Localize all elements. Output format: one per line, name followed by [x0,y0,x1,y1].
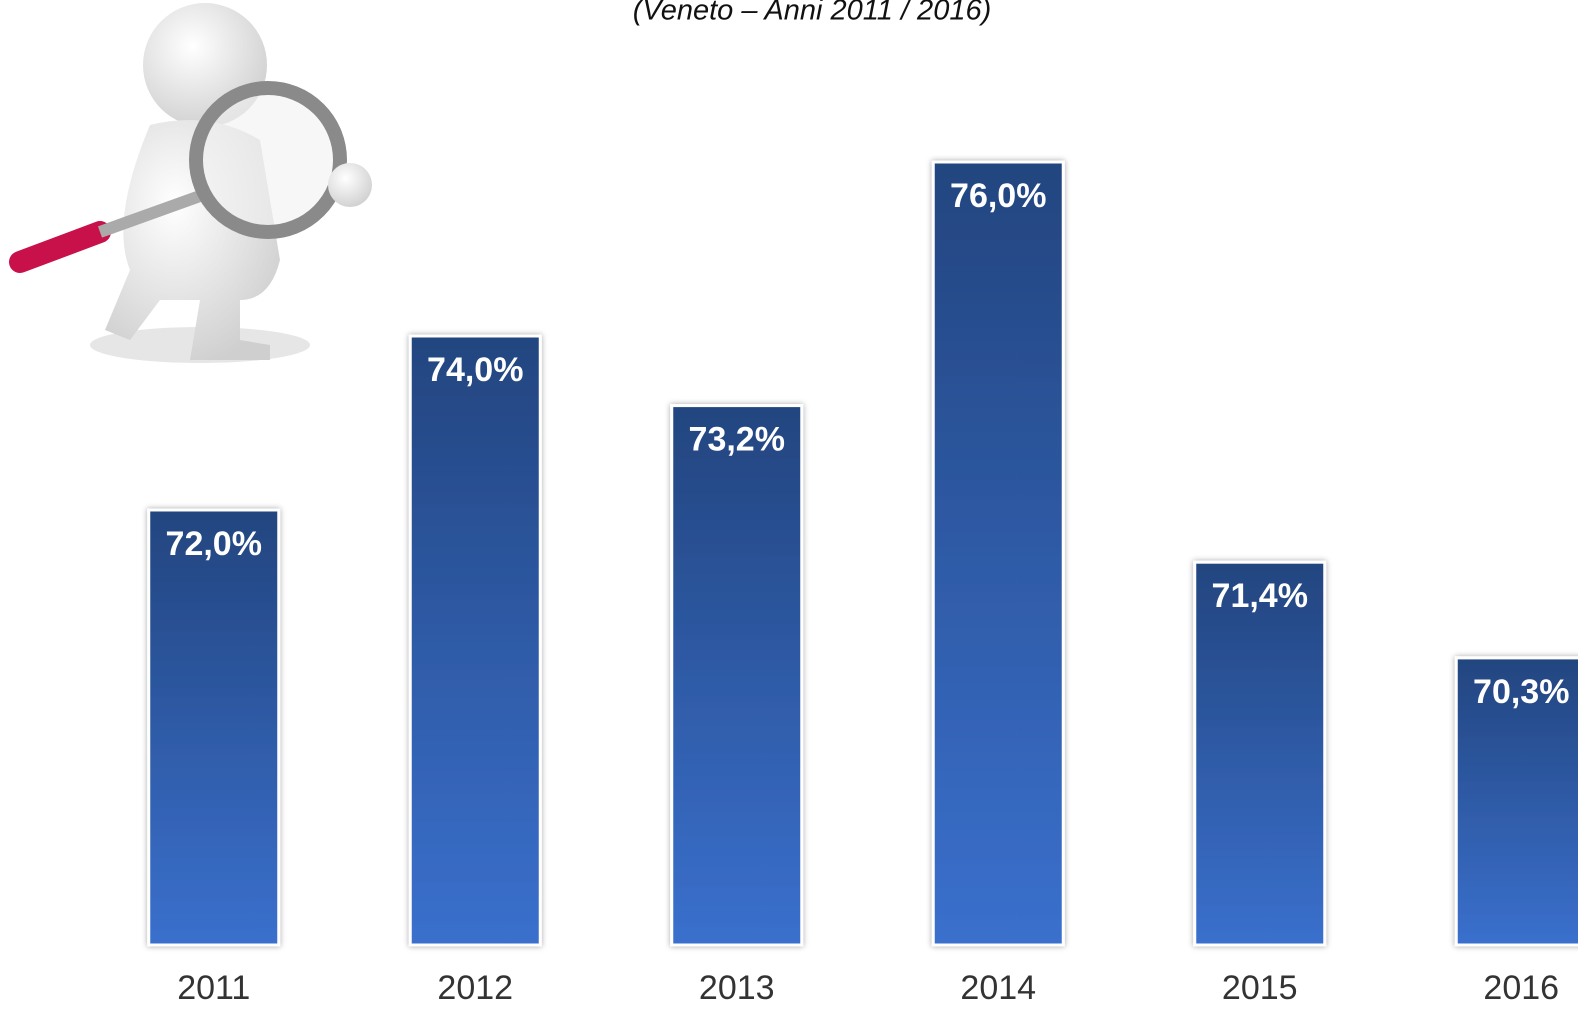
value-label: 70,3% [1473,673,1569,711]
value-label: 73,2% [689,421,785,459]
x-tick-label: 2013 [699,969,775,1007]
value-label: 72,0% [166,525,262,563]
x-tick-label: 2012 [437,969,513,1007]
illustration [9,3,372,363]
x-tick-label: 2011 [177,969,250,1007]
chart-subtitle: (Veneto – Anni 2011 / 2016) [633,0,991,27]
bar [408,334,542,947]
bar [1454,656,1578,947]
bar [931,160,1065,947]
bar [1193,560,1327,947]
value-label: 71,4% [1212,577,1308,615]
bar [670,404,804,947]
x-tick-label: 2014 [960,969,1036,1007]
value-label: 76,0% [950,177,1046,215]
x-tick-label: 2015 [1222,969,1298,1007]
x-tick-label: 2016 [1483,969,1559,1007]
bar [147,508,281,947]
value-label: 74,0% [427,351,523,389]
